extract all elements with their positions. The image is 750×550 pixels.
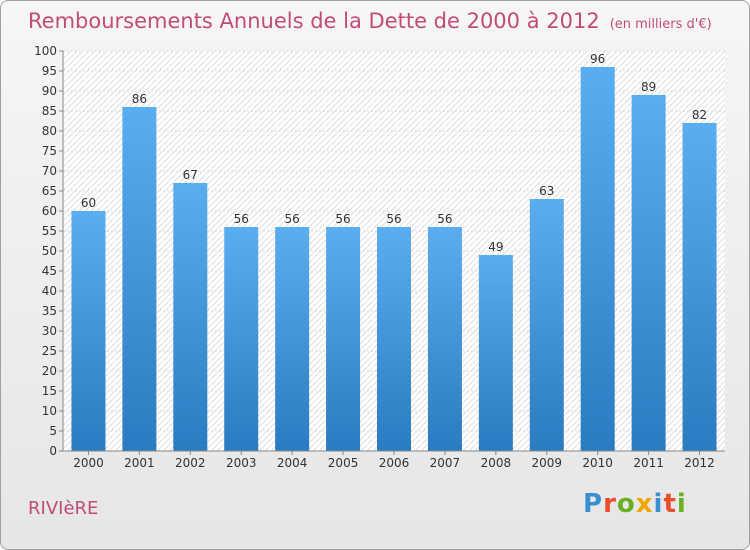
y-tick-label: 60 bbox=[42, 204, 57, 218]
y-tick-label: 50 bbox=[42, 244, 57, 258]
x-tick-label: 2007 bbox=[430, 456, 461, 470]
bar-value-label: 56 bbox=[285, 212, 300, 226]
chart-subtitle: (en milliers d'€) bbox=[609, 17, 712, 32]
y-tick-label: 65 bbox=[42, 184, 57, 198]
bar bbox=[275, 227, 310, 451]
bar bbox=[631, 95, 666, 451]
bar bbox=[173, 183, 208, 451]
y-tick-label: 40 bbox=[42, 284, 57, 298]
logo-letter: t bbox=[663, 489, 677, 519]
y-tick-label: 15 bbox=[42, 384, 57, 398]
proxiti-logo: Proxiti bbox=[583, 489, 687, 519]
y-tick-label: 75 bbox=[42, 144, 57, 158]
commune-name: RIVIèRE bbox=[28, 498, 99, 519]
logo-letter: x bbox=[635, 489, 654, 519]
bar-value-label: 67 bbox=[183, 168, 198, 182]
logo-letter: o bbox=[616, 489, 636, 519]
x-tick-label: 2009 bbox=[531, 456, 562, 470]
chart-title-text: Remboursements Annuels de la Dette de 20… bbox=[28, 9, 600, 33]
bar-value-label: 60 bbox=[81, 196, 96, 210]
y-tick-label: 70 bbox=[42, 164, 57, 178]
bar bbox=[122, 107, 157, 451]
bar-value-label: 56 bbox=[234, 212, 249, 226]
y-tick-label: 80 bbox=[42, 124, 57, 138]
bar bbox=[224, 227, 259, 451]
x-tick-label: 2008 bbox=[481, 456, 512, 470]
y-tick-label: 35 bbox=[42, 304, 57, 318]
y-tick-label: 0 bbox=[49, 444, 57, 458]
x-tick-label: 2005 bbox=[328, 456, 359, 470]
y-tick-label: 10 bbox=[42, 404, 57, 418]
bar-value-label: 63 bbox=[539, 184, 554, 198]
bar-value-label: 56 bbox=[386, 212, 401, 226]
y-tick-label: 20 bbox=[42, 364, 57, 378]
logo-letter: i bbox=[653, 489, 664, 519]
x-tick-label: 2012 bbox=[684, 456, 715, 470]
x-tick-label: 2011 bbox=[633, 456, 664, 470]
y-tick-label: 25 bbox=[42, 344, 57, 358]
bar bbox=[682, 123, 717, 451]
x-tick-label: 2010 bbox=[582, 456, 613, 470]
bar-value-label: 89 bbox=[641, 80, 656, 94]
bar bbox=[326, 227, 361, 451]
x-tick-label: 2000 bbox=[73, 456, 104, 470]
logo-letter: i bbox=[676, 489, 687, 519]
bar-value-label: 86 bbox=[132, 92, 147, 106]
x-tick-label: 2001 bbox=[124, 456, 155, 470]
y-tick-label: 45 bbox=[42, 264, 57, 278]
y-tick-label: 90 bbox=[42, 84, 57, 98]
x-tick-label: 2006 bbox=[379, 456, 410, 470]
bar bbox=[377, 227, 411, 451]
y-tick-label: 30 bbox=[42, 324, 57, 338]
y-tick-label: 95 bbox=[42, 64, 57, 78]
x-tick-label: 2003 bbox=[226, 456, 257, 470]
bar bbox=[478, 255, 513, 451]
logo-letter: r bbox=[603, 489, 617, 519]
logo-letter: P bbox=[583, 489, 604, 519]
bar bbox=[529, 199, 564, 451]
bar-value-label: 49 bbox=[488, 240, 503, 254]
chart-title: Remboursements Annuels de la Dette de 20… bbox=[28, 9, 712, 33]
y-tick-label: 5 bbox=[49, 424, 57, 438]
y-tick-label: 85 bbox=[42, 104, 57, 118]
bar-value-label: 82 bbox=[692, 108, 707, 122]
bar bbox=[427, 227, 462, 451]
bar-value-label: 56 bbox=[437, 212, 452, 226]
bar-value-label: 96 bbox=[590, 52, 605, 66]
bar-value-label: 56 bbox=[335, 212, 350, 226]
x-tick-label: 2004 bbox=[277, 456, 308, 470]
bar bbox=[71, 211, 106, 451]
y-tick-label: 55 bbox=[42, 224, 57, 238]
y-tick-label: 100 bbox=[34, 44, 57, 58]
bar bbox=[580, 67, 615, 451]
x-tick-label: 2002 bbox=[175, 456, 206, 470]
